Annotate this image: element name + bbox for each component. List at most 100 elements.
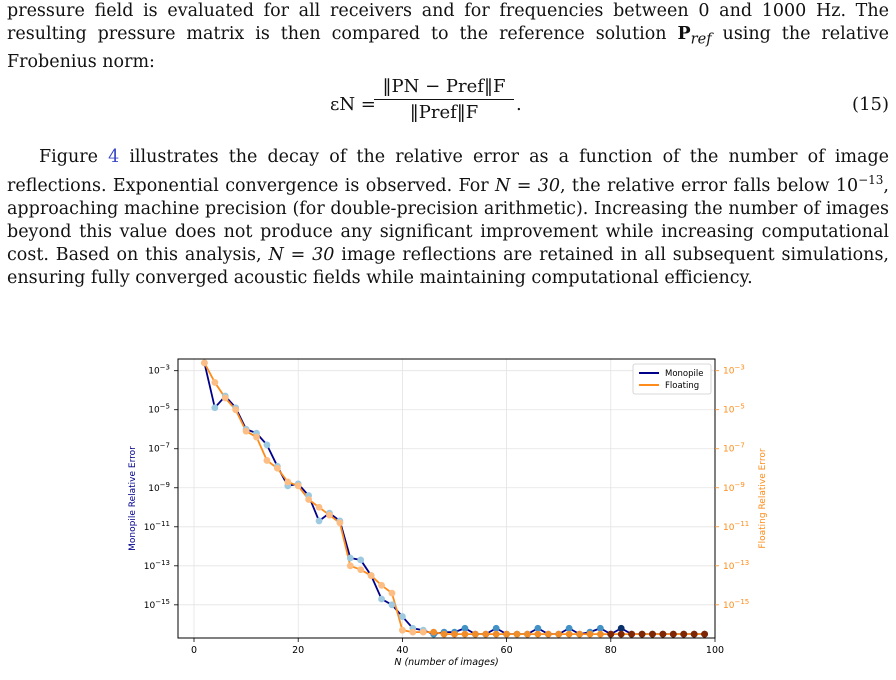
paragraph-figure-discussion: Figure 4 illustrates the decay of the re…: [7, 146, 889, 290]
x-tick-label: 60: [501, 645, 513, 656]
data-point-monopile: [388, 601, 396, 609]
figure-reference-link[interactable]: 4: [108, 147, 120, 167]
data-point-floating: [617, 630, 625, 638]
x-tick-label: 100: [706, 645, 724, 656]
x-tick-label: 20: [292, 645, 304, 656]
convergence-chart: 0 20 40 60 80 100 10−3 10−3 10−5 10−5 10−7 10−7 10−9…: [128, 358, 768, 668]
y-tick-label-right: 10−3: [723, 364, 745, 377]
series-line-floating: [203, 362, 705, 635]
math-symbol: P: [677, 24, 691, 44]
equation-numerator: ‖PN − Pref‖F: [374, 76, 514, 100]
data-point-floating: [284, 478, 292, 486]
legend-label-floating: Floating: [665, 381, 699, 391]
data-point-floating: [471, 630, 479, 638]
data-point-monopile: [211, 404, 219, 412]
data-point-floating: [680, 630, 688, 638]
data-point-floating: [440, 630, 448, 638]
data-point-floating: [596, 630, 604, 638]
data-point-monopile: [534, 624, 542, 632]
y-tick-label-left: 10−15: [144, 598, 170, 611]
data-point-monopile: [263, 441, 271, 449]
data-point-floating: [544, 630, 552, 638]
math-inline: N = 30: [268, 244, 335, 265]
y-axis-label-left: Monopile Relative Error: [128, 446, 138, 551]
data-point-monopile: [399, 613, 406, 620]
paragraph-text: pressure field is evaluated for all rece…: [7, 1, 889, 44]
data-point-floating: [565, 630, 573, 638]
data-point-floating: [461, 630, 469, 638]
data-point-floating: [232, 406, 240, 414]
data-point-floating: [430, 628, 438, 636]
data-point-floating: [524, 630, 531, 638]
paragraph-text: illustrates the decay of the relative er…: [7, 147, 889, 196]
math-inline: N = 30: [495, 175, 560, 196]
data-point-floating: [273, 464, 281, 472]
paragraph-text: using the relative Frobenius norm:: [7, 24, 890, 72]
data-point-floating: [378, 581, 385, 589]
legend-label-monopile: Monopile: [665, 369, 703, 379]
data-point-floating: [221, 394, 229, 402]
y-tick-label-left: 10−3: [148, 364, 170, 377]
paragraph-text: image reflections are retained in all su…: [7, 244, 889, 288]
equation-lhs: εN =: [330, 94, 376, 115]
y-tick-label-left: 10−7: [148, 442, 170, 455]
y-tick-label-left: 10−5: [148, 403, 170, 416]
data-point-floating: [211, 379, 219, 386]
y-tick-label-right: 10−15: [723, 598, 749, 611]
x-tick-label: 40: [396, 645, 408, 656]
y-tick-label-right: 10−9: [723, 481, 745, 494]
data-point-monopile: [315, 517, 323, 525]
data-point-floating: [367, 572, 375, 579]
equation-fraction: ‖PN − Pref‖F ‖Pref‖F: [374, 76, 514, 123]
data-point-floating: [253, 433, 260, 441]
data-point-floating: [701, 630, 708, 638]
paragraph-text: , the relative error falls below: [560, 175, 836, 196]
data-point-floating: [201, 359, 208, 367]
data-point-floating: [576, 630, 583, 638]
data-point-floating: [326, 511, 333, 519]
y-tick-label-right: 10−5: [723, 403, 745, 416]
y-tick-label-right: 10−11: [723, 520, 749, 533]
plot-frame: [177, 358, 716, 639]
data-point-floating: [346, 562, 354, 570]
data-point-monopile: [617, 624, 625, 632]
data-point-floating: [586, 630, 594, 638]
data-point-floating: [419, 628, 427, 636]
data-point-floating: [388, 589, 396, 597]
x-tick-label: 0: [191, 645, 197, 656]
paragraph-text: , approaching machine precision (for dou…: [7, 175, 889, 265]
y-axis-label-right: Floating Relative Error: [758, 448, 768, 548]
data-point-floating: [555, 630, 563, 638]
figure-4: 0 20 40 60 80 100 10−3 10−3 10−5 10−5 10−7 10−7 10−9…: [0, 350, 896, 680]
data-point-floating: [534, 630, 542, 638]
data-point-floating: [336, 519, 344, 527]
data-point-floating: [669, 630, 677, 638]
data-point-floating: [638, 630, 646, 638]
data-point-floating: [357, 566, 365, 574]
paragraph-text: Figure: [39, 147, 109, 167]
data-point-floating: [503, 630, 510, 638]
data-point-floating: [399, 626, 406, 634]
x-axis-label: N (number of images): [394, 657, 498, 668]
equation-15: εN = ‖PN − Pref‖F ‖Pref‖F . (15): [0, 76, 896, 136]
data-point-monopile: [596, 624, 604, 632]
math-inline: 10: [835, 175, 859, 196]
math-exponent: −13: [858, 173, 884, 187]
y-tick-label-left: 10−11: [144, 520, 170, 533]
data-point-floating: [242, 427, 250, 435]
equation-denominator: ‖Pref‖F: [409, 102, 479, 123]
equation-number: (15): [852, 94, 889, 115]
x-tick-label: 80: [605, 645, 617, 656]
paragraph-intro: pressure field is evaluated for all rece…: [7, 0, 889, 74]
data-point-floating: [451, 630, 458, 638]
data-point-monopile: [492, 624, 500, 632]
data-point-monopile: [346, 554, 354, 562]
data-point-floating: [294, 482, 302, 490]
data-point-floating: [482, 630, 490, 638]
data-point-floating: [649, 630, 656, 638]
data-point-monopile: [461, 624, 469, 632]
data-point-floating: [492, 630, 500, 638]
y-tick-label-left: 10−13: [144, 559, 170, 572]
data-point-monopile: [565, 624, 573, 632]
y-tick-label-right: 10−7: [723, 442, 745, 455]
